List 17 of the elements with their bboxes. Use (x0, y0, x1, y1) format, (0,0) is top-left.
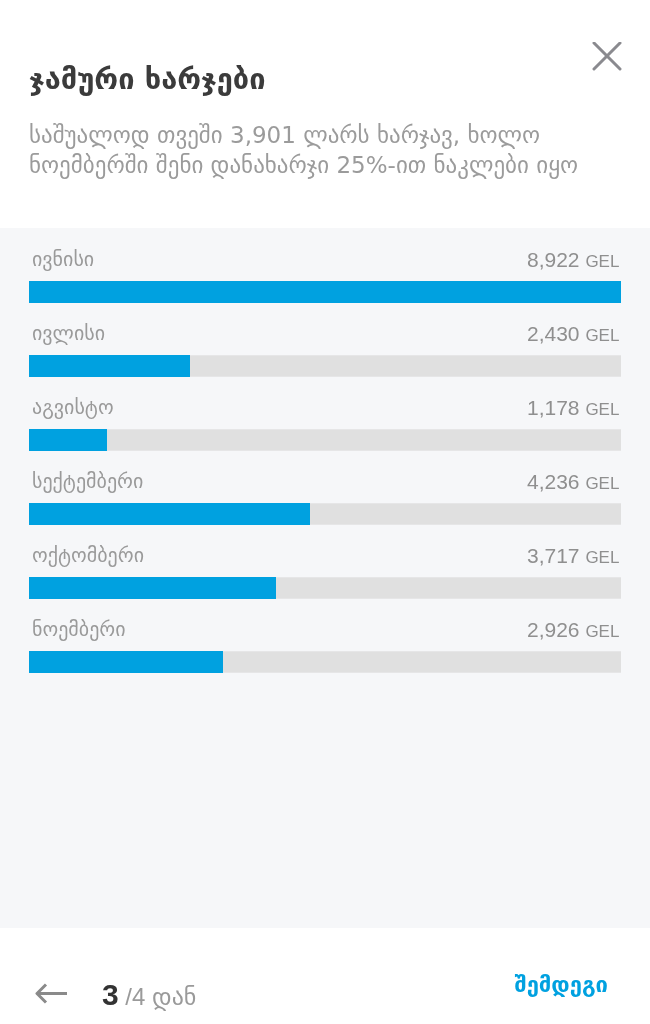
chart-title: ჯამური ხარჯები (29, 62, 266, 96)
y-tick-label: ივლისი (32, 321, 106, 345)
y-tick-label: ოქტომბერი (32, 543, 145, 567)
data-label: 8,922 GEL (527, 248, 620, 271)
data-label: 2,430 GEL (527, 322, 620, 345)
bar (29, 429, 108, 451)
text: შემდეგი (514, 972, 608, 997)
data-label: 2,926 GEL (527, 618, 620, 641)
y-tick-label: ნოემბერი (32, 617, 126, 641)
data-label: 3,717 GEL (527, 544, 620, 567)
text: 3 /4 დან (102, 978, 197, 1011)
y-tick-label: სექტემბერი (32, 469, 144, 493)
y-tick-label: ივნისი (32, 247, 95, 271)
data-label: 4,236 GEL (527, 470, 620, 493)
data-label: 1,178 GEL (527, 396, 620, 419)
y-tick-label: აგვისტო (32, 395, 114, 419)
chart-subtitle: საშუალოდ თვეში 3,901 ლარს ხარჯავ, ხოლო ნოემბერში შენი დანახარჯი 25%-ით ნაკლები იყო (29, 121, 580, 180)
